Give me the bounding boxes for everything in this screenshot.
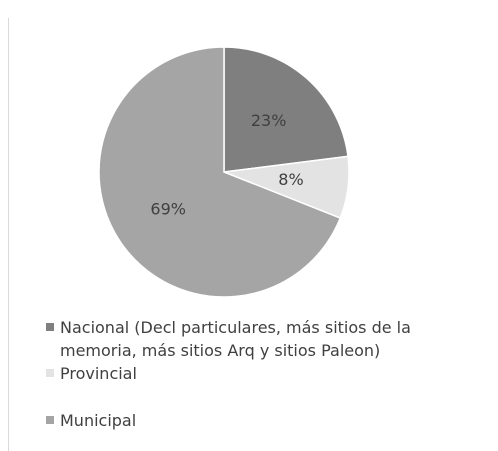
legend-label: Nacional (Decl particulares, más sitios … (60, 318, 411, 360)
chart: 23% 8% 69% (98, 46, 350, 298)
legend-swatch (46, 416, 54, 424)
data-label: 69% (150, 199, 186, 218)
legend-swatch (46, 369, 54, 377)
legend-item: Municipal (46, 409, 460, 432)
data-label: 23% (251, 111, 287, 130)
data-label: 8% (278, 170, 303, 189)
legend-label: Municipal (60, 411, 137, 430)
legend-label: Provincial (60, 364, 137, 383)
legend-item: Provincial (46, 362, 460, 385)
pie-slice (98, 46, 342, 298)
chart-frame (8, 18, 498, 451)
legend-swatch (46, 323, 54, 331)
legend-item: Nacional (Decl particulares, más sitios … (46, 316, 460, 362)
pie-slice (223, 46, 349, 173)
